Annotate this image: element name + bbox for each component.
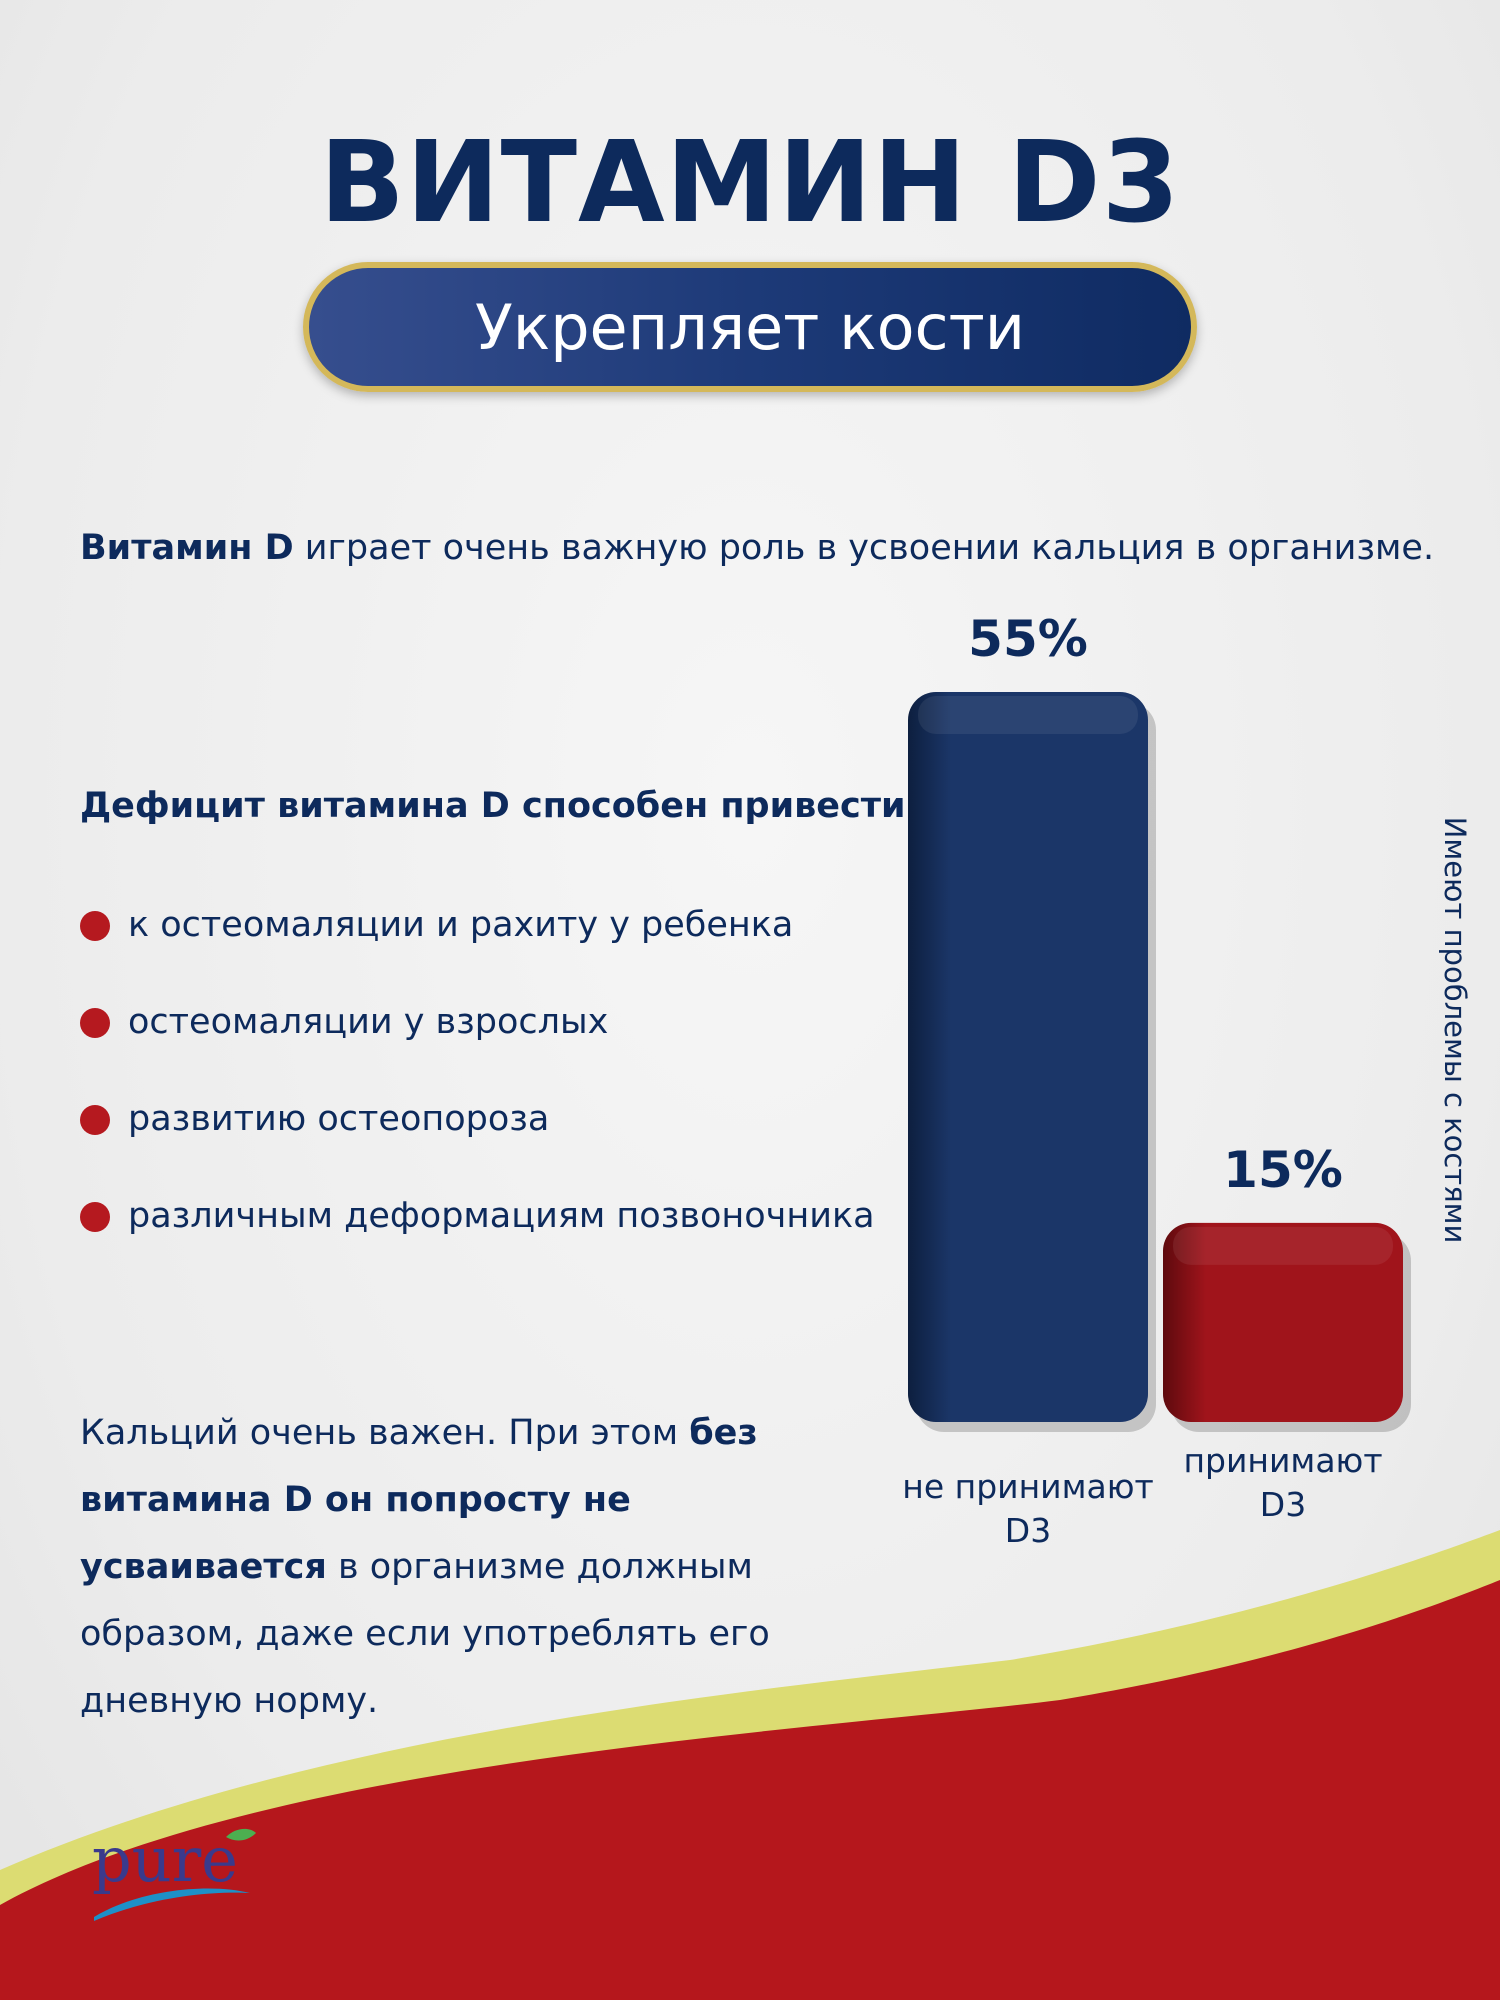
bullet-dot-icon: [80, 1105, 110, 1135]
pure-logo: pure: [92, 1825, 256, 1921]
value-label-2: 15%: [1223, 1141, 1343, 1199]
wave-red: [0, 1580, 1500, 2000]
footer-paragraph: Кальций очень важен. При этом без витами…: [80, 1400, 880, 1735]
category-label-2: принимают: [1183, 1441, 1382, 1480]
list-item: к остеомаляции и рахиту у ребенка: [80, 895, 875, 992]
footer-bold: без витамина D он попросту не усваиваетс…: [80, 1413, 758, 1587]
list-item-text: развитию остеопороза: [128, 1099, 550, 1139]
footer-part2: в организме должным образом, даже если у…: [80, 1547, 770, 1721]
bullet-dot-icon: [80, 1202, 110, 1232]
deficit-heading: Дефицит витамина D способен привести:: [80, 786, 920, 826]
footer-part1: Кальций очень важен. При этом: [80, 1413, 690, 1453]
bar-1: [908, 692, 1148, 1422]
y-axis-label: Имеют проблемы с костями: [1438, 817, 1472, 1244]
intro-paragraph: Витамин D играет очень важную роль в усв…: [80, 528, 1460, 568]
category-label-1: D3: [1005, 1511, 1051, 1550]
list-item: остеомаляции у взрослых: [80, 992, 875, 1089]
bar-cap-1: [918, 696, 1138, 734]
bullet-dot-icon: [80, 911, 110, 941]
list-item-text: остеомаляции у взрослых: [128, 1002, 609, 1042]
category-label-2: D3: [1260, 1485, 1306, 1524]
subtitle-text: Укрепляет кости: [474, 290, 1026, 364]
category-label-1: не принимают: [902, 1467, 1153, 1506]
list-item: развитию остеопороза: [80, 1089, 875, 1186]
swoosh-icon: [94, 1888, 250, 1921]
intro-bold: Витамин D: [80, 528, 294, 568]
value-label-1: 55%: [968, 610, 1088, 668]
page-title: ВИТАМИН D3: [319, 118, 1181, 248]
list-item-text: различным деформациям позвоночника: [128, 1196, 875, 1236]
intro-rest: играет очень важную роль в усвоении каль…: [293, 528, 1435, 568]
list-item-text: к остеомаляции и рахиту у ребенка: [128, 905, 794, 945]
deficit-list: к остеомаляции и рахиту у ребенка остеом…: [80, 895, 875, 1283]
list-item: различным деформациям позвоночника: [80, 1186, 875, 1283]
bar-cap-2: [1173, 1226, 1393, 1265]
subtitle-banner: Укрепляет кости: [303, 262, 1197, 392]
leaf-icon: [226, 1828, 256, 1841]
brand-text: pure: [92, 1825, 238, 1896]
bar-2: [1163, 1222, 1403, 1422]
bullet-dot-icon: [80, 1008, 110, 1038]
